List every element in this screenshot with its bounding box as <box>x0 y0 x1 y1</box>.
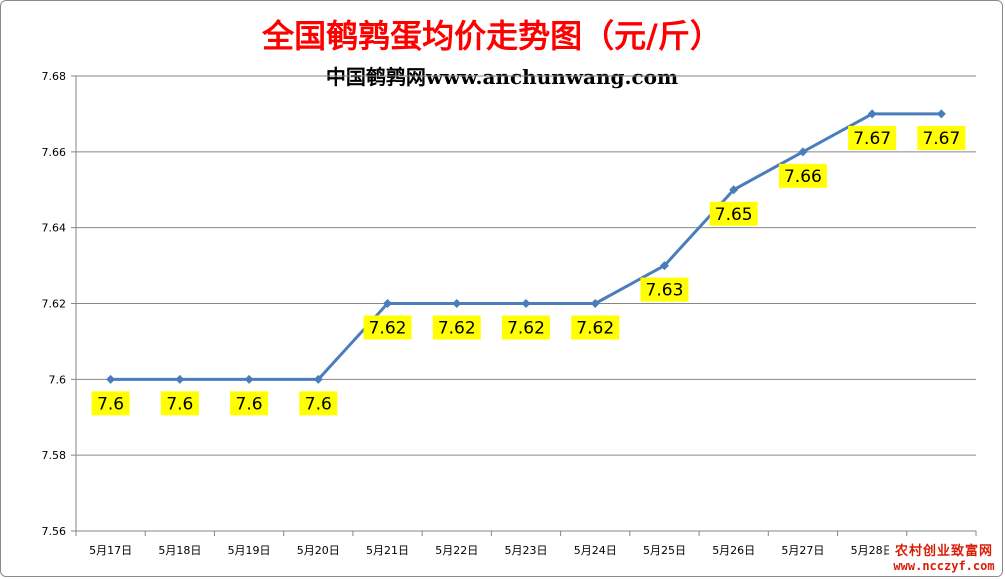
y-tick-label: 7.66 <box>42 146 67 159</box>
data-point <box>867 109 877 119</box>
y-tick-label: 7.6 <box>49 373 67 386</box>
x-tick-label: 5月27日 <box>781 544 824 557</box>
data-label-box <box>502 315 550 340</box>
data-point <box>383 299 393 308</box>
data-label: 7.65 <box>715 205 753 225</box>
x-tick-label: 5月22日 <box>435 544 478 557</box>
watermark-url: www.ncczyf.com <box>893 559 995 573</box>
y-tick-label: 7.62 <box>42 298 67 311</box>
axis-layer: 7.56 7.58 7.6 7.62 7.64 7.66 7.68 5月17日 5月18日 5月1… <box>42 70 977 557</box>
data-label: 7.6 <box>97 394 124 414</box>
data-point <box>590 299 600 308</box>
data-label: 7.63 <box>646 281 684 301</box>
data-label-box <box>640 277 689 302</box>
data-label: 7.62 <box>369 319 407 339</box>
label-layer: 7.6 7.6 7.6 7.6 7.62 7.62 7.62 7.62 7.63 7.65 7.66… <box>91 125 966 416</box>
data-label-box <box>571 315 620 340</box>
data-label: 7.6 <box>305 394 332 414</box>
data-label-box <box>363 315 412 340</box>
x-tick-label: 5月21日 <box>366 544 409 557</box>
series-layer <box>106 109 946 384</box>
data-label: 7.62 <box>507 319 545 339</box>
data-label-box <box>778 163 827 188</box>
data-label-box <box>160 391 199 416</box>
data-point <box>659 261 669 271</box>
watermark: 农村创业致富网 www.ncczyf.com <box>889 544 999 576</box>
x-tick-label: 5月28日 <box>851 544 894 557</box>
data-point <box>175 374 185 384</box>
data-label: 7.6 <box>236 394 263 414</box>
chart-title: 全国鹌鹑蛋均价走势图（元/斤） <box>261 17 722 55</box>
data-label-box <box>91 391 130 416</box>
data-point <box>313 374 323 384</box>
data-label-box <box>299 391 338 416</box>
data-label-box <box>848 125 897 150</box>
data-point <box>244 374 254 384</box>
y-tick-label: 7.64 <box>42 222 67 235</box>
y-tick-label: 7.68 <box>42 70 67 83</box>
data-label-box <box>432 315 481 340</box>
x-tick-label: 5月24日 <box>574 544 617 557</box>
data-label-box <box>230 391 269 416</box>
x-tick-label: 5月19日 <box>228 544 271 557</box>
x-tick-label: 5月20日 <box>297 544 340 557</box>
y-tick-label: 7.56 <box>42 525 67 538</box>
data-point <box>936 109 946 119</box>
data-label: 7.6 <box>166 394 193 414</box>
data-label-box <box>917 125 966 150</box>
x-tick-label: 5月26日 <box>712 544 755 557</box>
y-tick-label: 7.58 <box>42 449 67 462</box>
data-label: 7.62 <box>576 319 614 339</box>
data-label: 7.62 <box>438 319 476 339</box>
data-point <box>729 185 739 195</box>
x-tick-label: 5月17日 <box>89 544 132 557</box>
data-point <box>106 374 116 384</box>
data-point <box>521 299 531 308</box>
x-tick-label: 5月25日 <box>643 544 686 557</box>
series-line <box>110 112 942 381</box>
data-label: 7.67 <box>853 129 891 149</box>
x-tick-label: 5月18日 <box>158 544 201 557</box>
watermark-name: 农村创业致富网 <box>894 544 993 559</box>
data-label-box <box>709 201 758 226</box>
data-point <box>452 299 462 308</box>
data-point <box>798 147 808 157</box>
chart-subtitle: 中国鹌鹑网www.anchunwang.com <box>326 65 678 89</box>
x-tick-label: 5月23日 <box>505 544 548 557</box>
data-label: 7.66 <box>784 167 822 187</box>
data-label: 7.67 <box>922 129 960 149</box>
